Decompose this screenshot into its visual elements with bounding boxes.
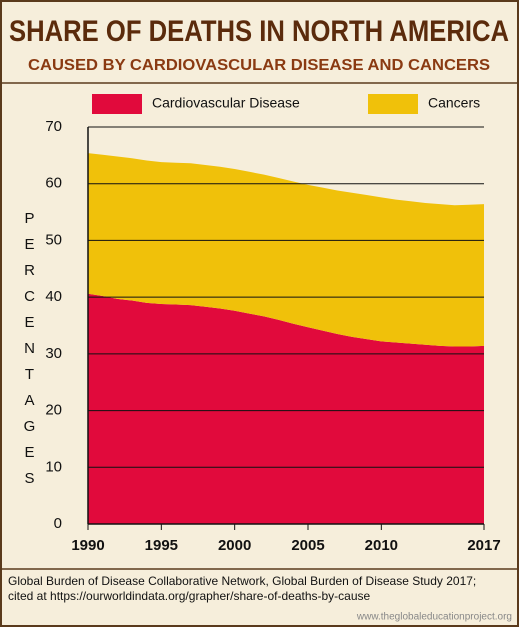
- x-tick-label: 1990: [71, 537, 104, 554]
- source: Global Burden of Disease Collaborative N…: [8, 574, 476, 588]
- legend-label: Cardiovascular Disease: [152, 95, 300, 111]
- y-tick-label: 50: [45, 231, 62, 248]
- x-tick-label: 2000: [218, 537, 251, 554]
- x-tick-label: 2010: [365, 537, 398, 554]
- legend-label: Cancers: [428, 95, 480, 111]
- y-axis-label: PERCENTAGES: [21, 210, 38, 496]
- x-tick-label: 2005: [291, 537, 324, 554]
- y-tick-label: 30: [45, 345, 62, 362]
- area: [88, 153, 484, 347]
- source: cited at https://ourworldindata.org/grap…: [8, 589, 371, 603]
- y-tick-label: 0: [54, 515, 62, 532]
- chart-subtitle: CAUSED BY CARDIOVASCULAR DISEASE AND CAN…: [28, 57, 490, 74]
- y-tick-label: 20: [45, 402, 62, 419]
- x-tick-label: 1995: [145, 537, 178, 554]
- legend-swatch: [368, 94, 418, 114]
- watermark: www.theglobaleducationproject.org: [356, 612, 512, 623]
- x-tick-label: 2017: [467, 537, 500, 554]
- y-tick-label: 10: [45, 458, 62, 475]
- chart-title: SHARE OF DEATHS IN NORTH AMERICA: [9, 15, 509, 48]
- legend-swatch: [92, 94, 142, 114]
- area: [88, 293, 484, 524]
- y-tick-label: 70: [45, 118, 62, 135]
- y-tick-label: 60: [45, 175, 62, 192]
- y-tick-label: 40: [45, 288, 62, 305]
